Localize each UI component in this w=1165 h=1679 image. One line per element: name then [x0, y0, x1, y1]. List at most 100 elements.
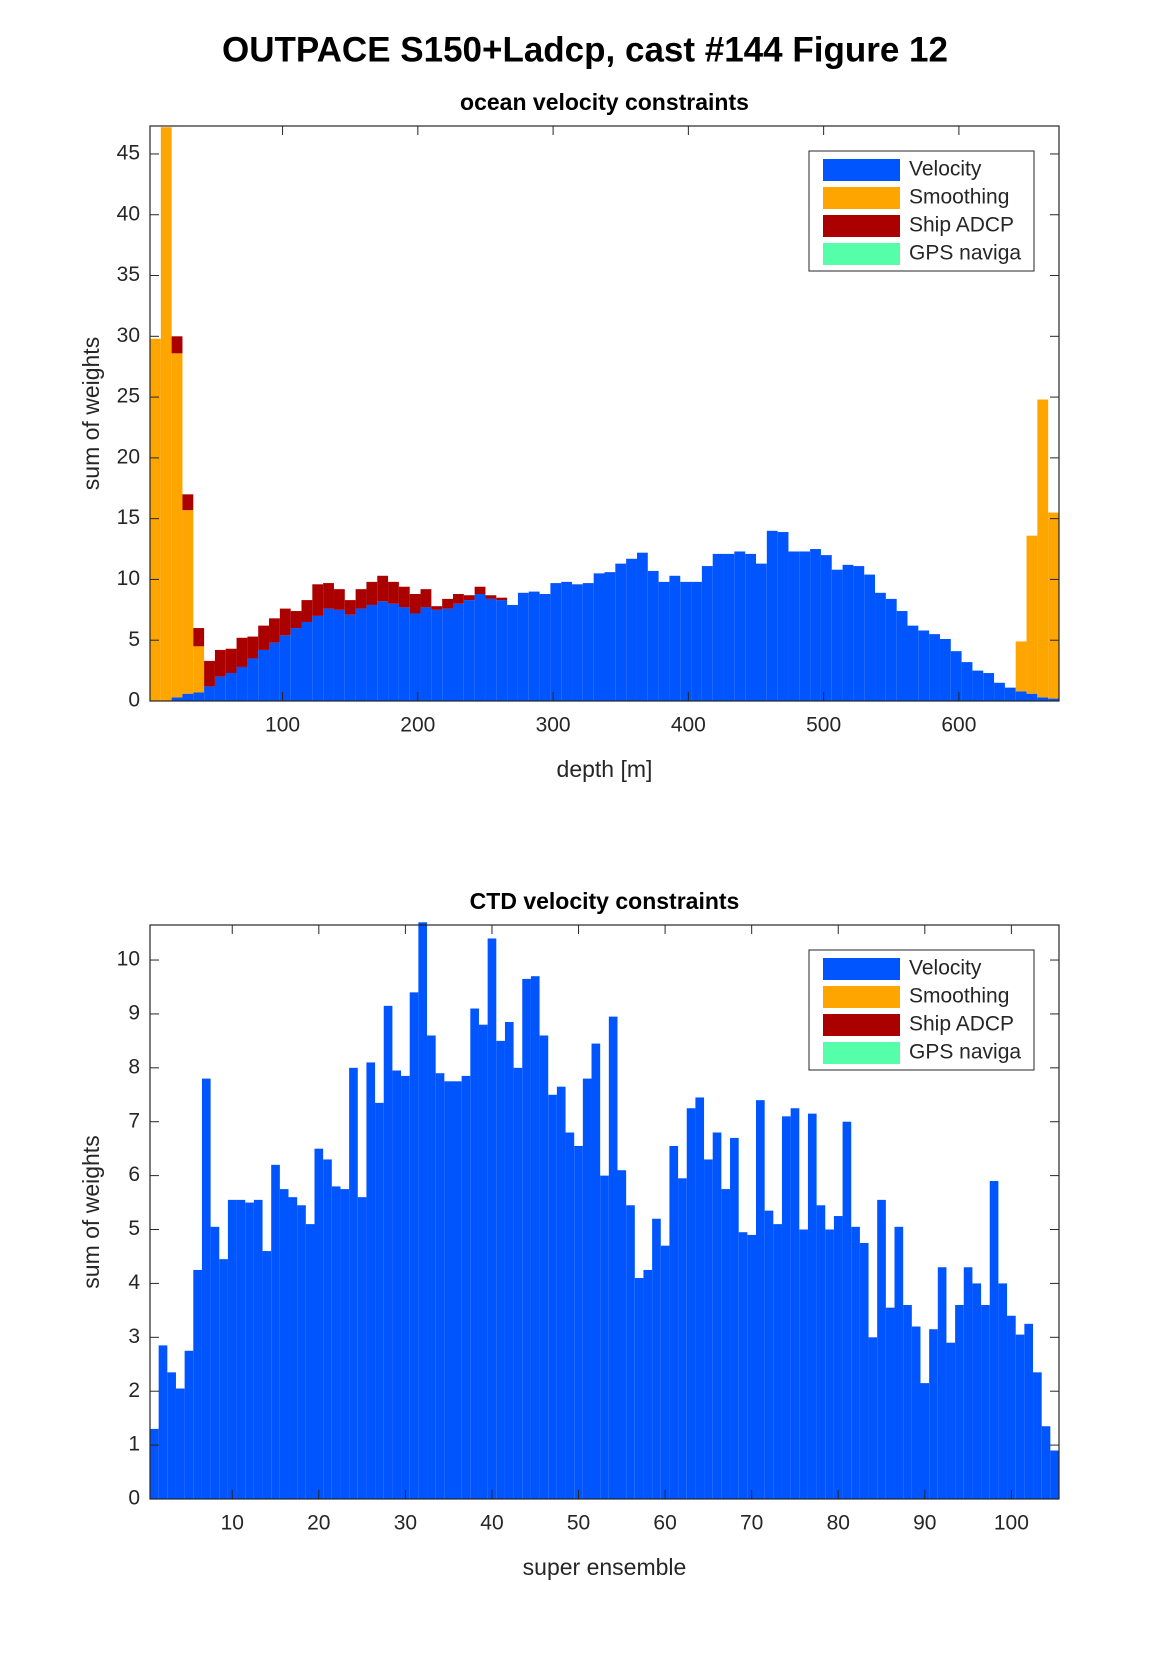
bar-segment: [738, 1232, 748, 1499]
bar-segment: [825, 1229, 834, 1499]
bar-segment: [312, 615, 324, 701]
bar-segment: [496, 600, 508, 701]
bar-segment: [799, 1229, 808, 1499]
bar-segment: [788, 551, 800, 701]
bar-segment: [556, 1086, 566, 1499]
bar-segment: [582, 583, 594, 701]
y-axis-label: sum of weights: [78, 337, 104, 490]
bar-segment: [158, 1345, 168, 1499]
y-tick-label: 8: [128, 1055, 140, 1078]
bar-segment: [290, 611, 302, 629]
bar-segment: [269, 618, 280, 643]
bar-segment: [877, 1199, 886, 1499]
bar-segment: [615, 563, 627, 701]
legend-swatch: [823, 187, 900, 209]
bar-segment: [431, 609, 443, 701]
x-tick-label: 300: [536, 714, 571, 737]
bar-segment: [885, 1307, 895, 1499]
bar-segment: [279, 1189, 289, 1499]
y-tick-label: 5: [128, 628, 140, 651]
bar-segment: [150, 338, 161, 701]
bar-segment: [290, 628, 302, 701]
y-tick-label: 35: [117, 263, 140, 286]
bar-segment: [1024, 1323, 1034, 1499]
bar-segment: [604, 572, 616, 701]
bar-segment: [377, 575, 389, 602]
bar-segment: [946, 1342, 956, 1499]
bar-segment: [1048, 512, 1059, 699]
bar-segment: [745, 553, 756, 701]
bar-segment: [853, 566, 865, 701]
bar-segment: [427, 1035, 436, 1499]
bar-segment: [225, 648, 237, 674]
bar-segment: [344, 614, 356, 701]
bar-segment: [781, 1116, 791, 1499]
legend-label: Ship ADCP: [909, 1013, 1014, 1036]
bar-segment: [894, 1226, 904, 1499]
bar-segment: [539, 1035, 549, 1499]
bar-segment: [418, 922, 428, 1499]
x-tick-label: 100: [994, 1512, 1029, 1535]
bar-segment: [150, 1428, 159, 1499]
bar-segment: [983, 673, 995, 701]
bar-segment: [214, 676, 226, 701]
y-tick-label: 10: [117, 567, 140, 590]
bar-segment: [507, 604, 518, 701]
y-tick-label: 30: [117, 324, 140, 347]
legend-swatch: [823, 243, 900, 265]
bar-segment: [859, 1242, 869, 1499]
legend-swatch: [823, 1042, 900, 1064]
bar-segment: [920, 1383, 930, 1499]
bar-segment: [409, 992, 419, 1499]
bar-segment: [366, 1062, 376, 1499]
legend-label: GPS naviga: [909, 1041, 1021, 1064]
bar-segment: [1015, 691, 1027, 701]
bar-segment: [478, 1024, 488, 1499]
bar-segment: [669, 1145, 679, 1499]
bar-segment: [333, 609, 345, 701]
bar-segment: [305, 1224, 315, 1499]
bar-segment: [593, 573, 605, 701]
legend-swatch: [823, 958, 900, 980]
figure-title: OUTPACE S150+Ladcp, cast #144 Figure 12: [222, 30, 948, 69]
bar-segment: [349, 1067, 358, 1499]
bar-segment: [210, 1226, 220, 1499]
bar-segment: [383, 1005, 393, 1499]
x-axis-label: depth [m]: [557, 756, 653, 782]
bar-segment: [517, 592, 529, 701]
y-tick-label: 6: [128, 1163, 140, 1186]
bar-segment: [1015, 1334, 1025, 1499]
bar-segment: [193, 646, 205, 693]
legend-swatch: [823, 159, 900, 181]
bar-segment: [810, 549, 821, 701]
bar-segment: [773, 1224, 782, 1499]
y-tick-label: 40: [117, 202, 140, 225]
bar-segment: [669, 575, 681, 701]
bar-segment: [398, 586, 410, 608]
bar-segment: [937, 1267, 947, 1499]
bar-segment: [929, 1329, 938, 1499]
bar-segment: [201, 1078, 211, 1499]
bar-segment: [1026, 535, 1038, 694]
bar-segment: [182, 693, 194, 701]
bar-segment: [998, 1283, 1008, 1499]
bar-segment: [721, 1189, 731, 1499]
bar-segment: [182, 510, 194, 694]
bar-segment: [678, 1178, 687, 1499]
legend-swatch: [823, 215, 900, 237]
bar-segment: [245, 1202, 254, 1499]
bar-segment: [680, 581, 692, 701]
bar-segment: [333, 589, 345, 610]
bar-segment: [247, 636, 259, 659]
bar-segment: [461, 1075, 471, 1499]
bar-segment: [756, 1100, 765, 1499]
bar-segment: [807, 1113, 817, 1499]
y-tick-label: 7: [128, 1109, 140, 1132]
bar-segment: [204, 686, 215, 701]
bar-segment: [388, 581, 399, 604]
bar-segment: [691, 581, 702, 701]
bar-segment: [955, 1304, 964, 1499]
bar-segment: [907, 625, 919, 701]
bar-segment: [409, 594, 421, 614]
